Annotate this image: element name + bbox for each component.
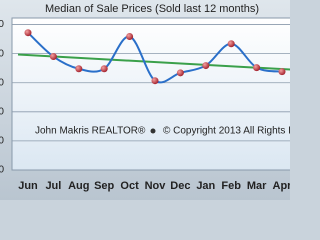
point bbox=[253, 64, 261, 72]
point bbox=[49, 53, 57, 61]
x-tick-label: Mar bbox=[247, 180, 267, 192]
x-tick-label: Jul bbox=[45, 180, 61, 192]
x-tick-label: Jan bbox=[196, 180, 215, 192]
y-tick-label: 400000 bbox=[0, 48, 4, 59]
chart-title: Median of Sale Prices (Sold last 12 mont… bbox=[45, 3, 259, 15]
point bbox=[75, 65, 83, 73]
x-tick-label: Dec bbox=[170, 180, 190, 192]
x-tick-label: Nov bbox=[145, 180, 167, 192]
x-tick-label: Oct bbox=[120, 180, 139, 192]
x-tick-label: Jun bbox=[18, 180, 38, 192]
point bbox=[100, 65, 108, 73]
point bbox=[126, 32, 134, 40]
y-tick-label: 100000 bbox=[0, 136, 4, 147]
separator-dot bbox=[150, 128, 156, 134]
trendline bbox=[17, 53, 290, 71]
y-tick-label: 300000 bbox=[0, 77, 4, 88]
point bbox=[24, 29, 32, 37]
watermark: John Makris REALTOR® bbox=[35, 126, 146, 137]
y-tick-label: 500000 bbox=[0, 19, 4, 30]
x-tick-label: Sep bbox=[94, 180, 114, 192]
copyright: © Copyright 2013 All Rights Reserved bbox=[163, 126, 290, 137]
plot-area bbox=[11, 17, 290, 171]
x-tick-label: Aug bbox=[68, 180, 89, 192]
point bbox=[278, 68, 286, 76]
y-tick-label: 0 bbox=[0, 165, 4, 176]
grid bbox=[12, 24, 290, 171]
y-tick-label: 200000 bbox=[0, 106, 4, 117]
x-tick-label: Feb bbox=[221, 180, 241, 192]
x-tick-label: Apr bbox=[273, 180, 290, 192]
point bbox=[151, 77, 159, 85]
chart: Median of Sale Prices (Sold last 12 mont… bbox=[0, 0, 290, 200]
point bbox=[202, 62, 210, 70]
point bbox=[227, 40, 235, 48]
point bbox=[176, 69, 184, 77]
